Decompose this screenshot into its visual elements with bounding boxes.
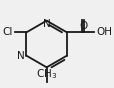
Text: OH: OH [95, 27, 111, 37]
Text: N: N [17, 51, 25, 61]
Text: N: N [42, 19, 50, 29]
Text: O: O [79, 21, 87, 31]
Text: Cl: Cl [2, 27, 13, 37]
Text: CH$_3$: CH$_3$ [36, 67, 57, 81]
